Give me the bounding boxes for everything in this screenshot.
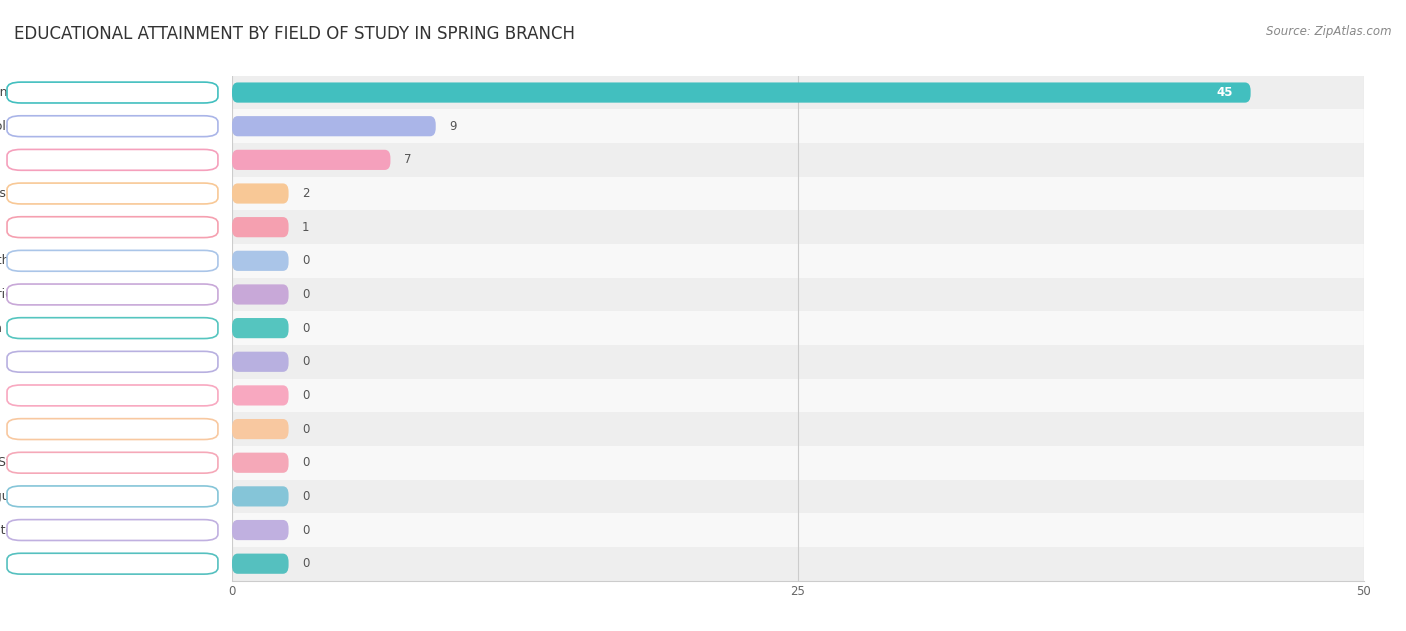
Text: 9: 9 xyxy=(450,120,457,133)
Text: Bio, Nature & Agricultural: Bio, Nature & Agricultural xyxy=(0,288,53,301)
Bar xyxy=(232,547,1364,581)
FancyBboxPatch shape xyxy=(232,318,288,338)
Text: 7: 7 xyxy=(404,153,412,167)
Text: 0: 0 xyxy=(302,524,309,536)
Text: 0: 0 xyxy=(302,254,309,268)
Bar xyxy=(232,109,1364,143)
Text: Science & Technology: Science & Technology xyxy=(0,120,30,133)
Text: Multidisciplinary Studies: Multidisciplinary Studies xyxy=(0,456,45,469)
Bar xyxy=(232,76,1364,109)
FancyBboxPatch shape xyxy=(232,251,288,271)
Bar xyxy=(232,244,1364,278)
Text: Source: ZipAtlas.com: Source: ZipAtlas.com xyxy=(1267,25,1392,38)
Text: 0: 0 xyxy=(302,288,309,301)
FancyBboxPatch shape xyxy=(232,553,288,574)
Text: 0: 0 xyxy=(302,423,309,435)
FancyBboxPatch shape xyxy=(232,83,1251,103)
FancyBboxPatch shape xyxy=(232,285,288,305)
FancyBboxPatch shape xyxy=(232,217,288,237)
Text: 0: 0 xyxy=(302,389,309,402)
Text: 45: 45 xyxy=(1216,86,1233,99)
Bar xyxy=(232,379,1364,412)
Bar xyxy=(232,513,1364,547)
FancyBboxPatch shape xyxy=(232,452,288,473)
Text: Physical & Health Sciences: Physical & Health Sciences xyxy=(0,322,62,334)
Text: Literature & Languages: Literature & Languages xyxy=(0,490,39,503)
Text: 0: 0 xyxy=(302,355,309,369)
Bar xyxy=(232,480,1364,513)
Text: 1: 1 xyxy=(302,221,309,233)
Text: 2: 2 xyxy=(302,187,309,200)
FancyBboxPatch shape xyxy=(232,351,288,372)
Bar xyxy=(232,446,1364,480)
FancyBboxPatch shape xyxy=(232,184,288,204)
Text: 0: 0 xyxy=(302,456,309,469)
Text: 0: 0 xyxy=(302,490,309,503)
Bar xyxy=(232,177,1364,210)
FancyBboxPatch shape xyxy=(232,487,288,507)
FancyBboxPatch shape xyxy=(232,150,391,170)
Text: Liberal Arts & History: Liberal Arts & History xyxy=(0,524,27,536)
Text: Computers & Mathematics: Computers & Mathematics xyxy=(0,254,59,268)
FancyBboxPatch shape xyxy=(232,116,436,136)
Bar xyxy=(232,210,1364,244)
Text: Visual & Performing Arts: Visual & Performing Arts xyxy=(0,86,45,99)
FancyBboxPatch shape xyxy=(232,419,288,439)
Text: 0: 0 xyxy=(302,322,309,334)
Bar xyxy=(232,278,1364,311)
Text: 0: 0 xyxy=(302,557,309,570)
FancyBboxPatch shape xyxy=(232,520,288,540)
Text: EDUCATIONAL ATTAINMENT BY FIELD OF STUDY IN SPRING BRANCH: EDUCATIONAL ATTAINMENT BY FIELD OF STUDY… xyxy=(14,25,575,44)
Bar xyxy=(232,412,1364,446)
Text: Arts & Humanities: Arts & Humanities xyxy=(0,187,6,200)
Bar xyxy=(232,143,1364,177)
FancyBboxPatch shape xyxy=(232,386,288,406)
Bar xyxy=(232,345,1364,379)
Bar xyxy=(232,311,1364,345)
